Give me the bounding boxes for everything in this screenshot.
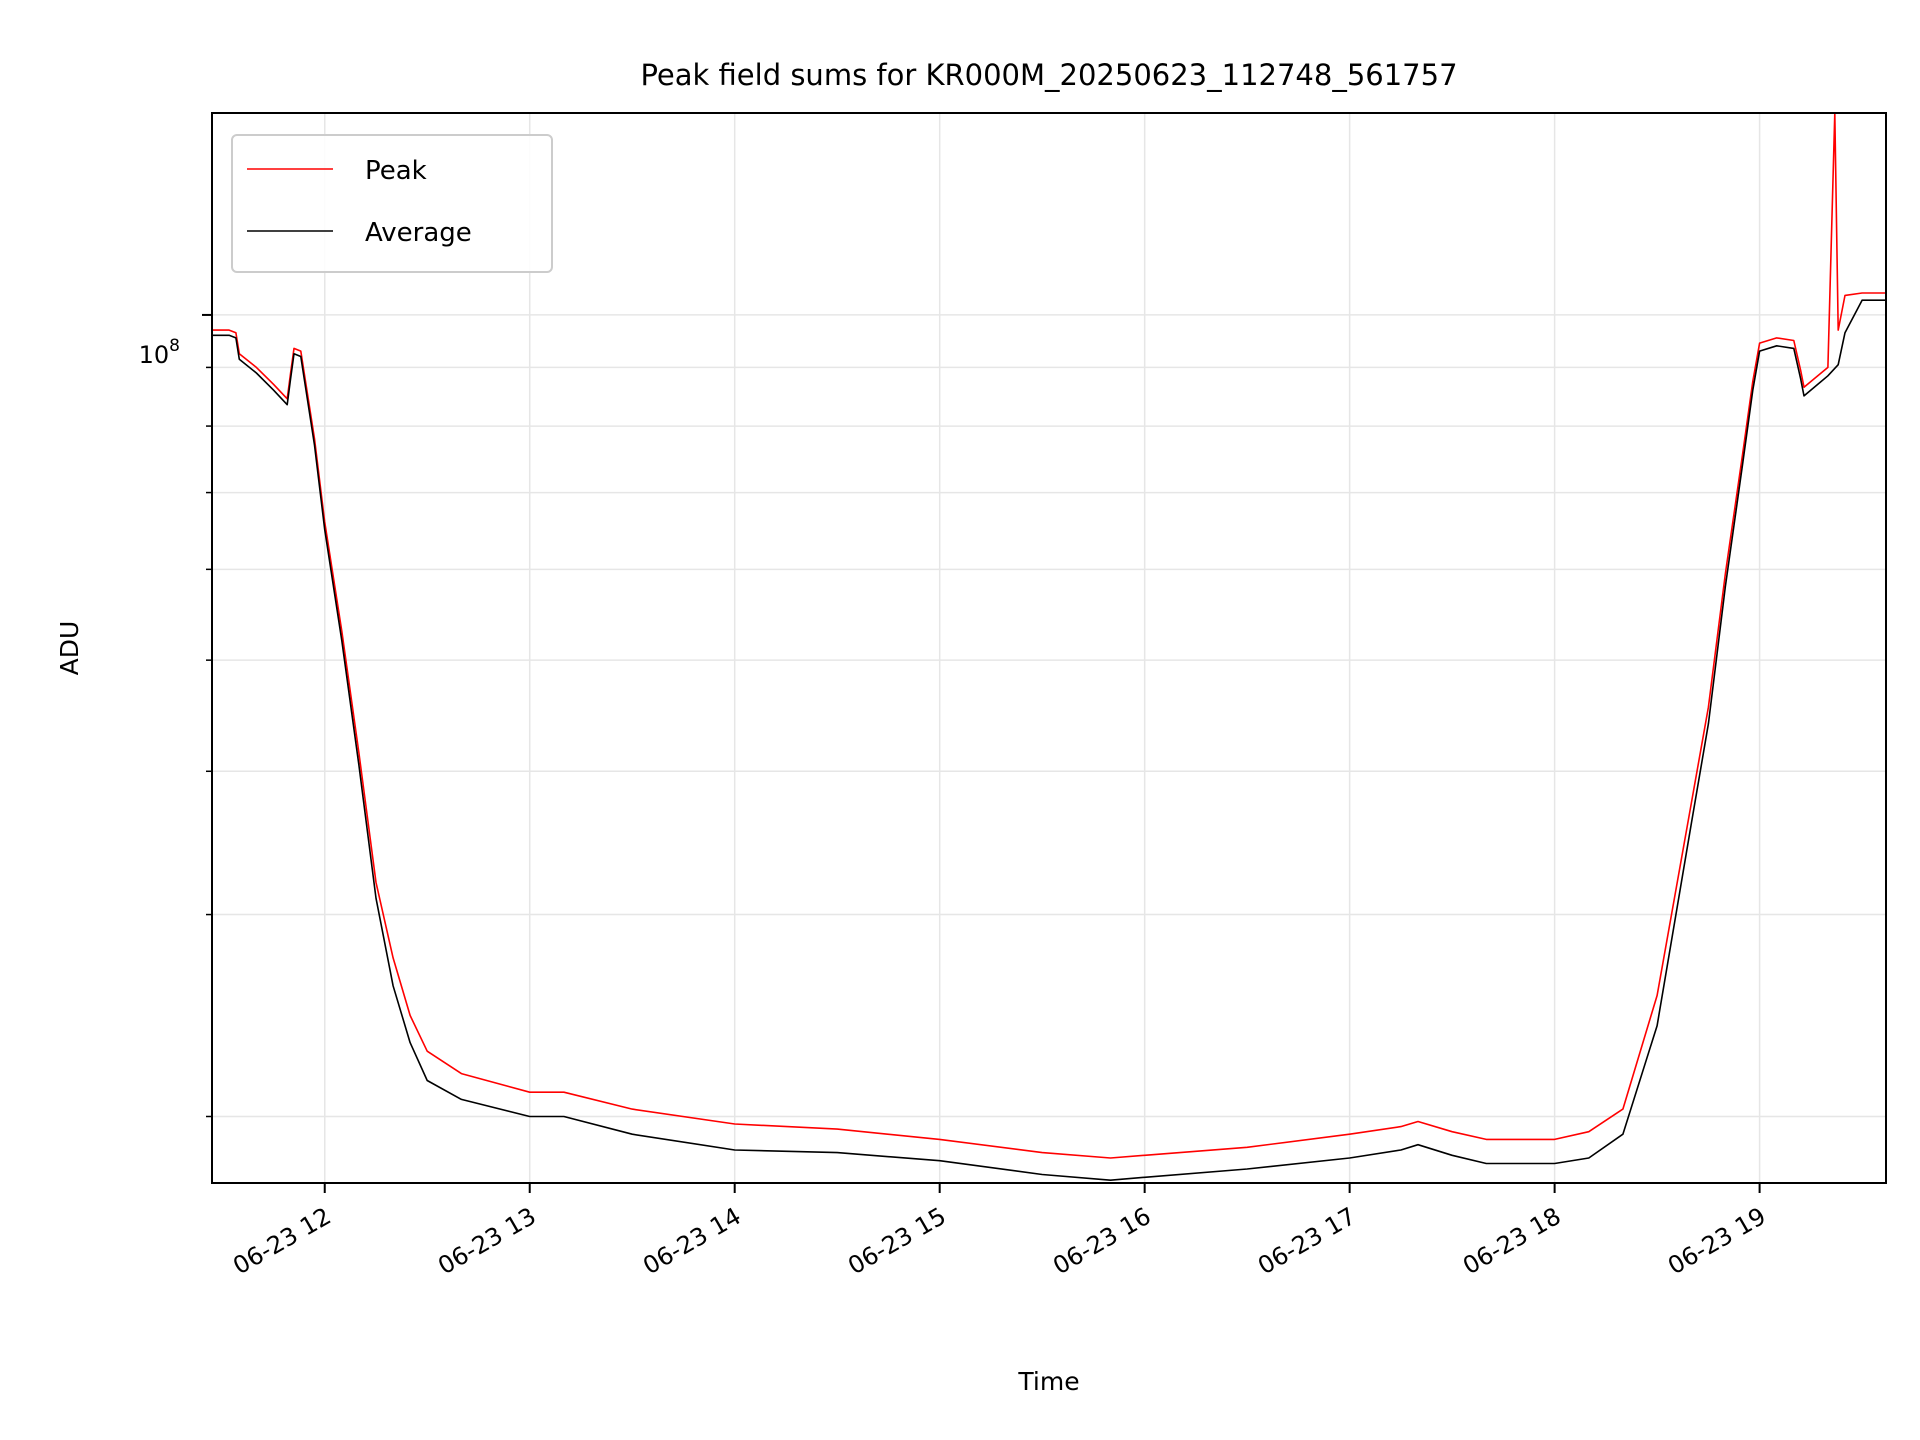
plot-frame: [211, 112, 1887, 1184]
chart-title: Peak field sums for KR000M_20250623_1127…: [640, 58, 1457, 92]
x-axis-label: Time: [1017, 1367, 1079, 1396]
y-major-tick-base: 10: [139, 341, 170, 369]
legend: Peak Average: [231, 134, 553, 273]
grid: [212, 113, 1886, 1183]
y-axis-label: ADU: [55, 621, 84, 676]
series-line-average: [212, 299, 1886, 1181]
y-major-tick-exp: 8: [169, 336, 180, 356]
series-line-peak: [212, 112, 1886, 1159]
y-major-tick-label: 108: [139, 336, 180, 369]
legend-label-average: Average: [365, 218, 472, 248]
legend-label-peak: Peak: [365, 156, 427, 186]
series-layer: [212, 112, 1886, 1181]
plot-area: [212, 113, 1886, 1183]
